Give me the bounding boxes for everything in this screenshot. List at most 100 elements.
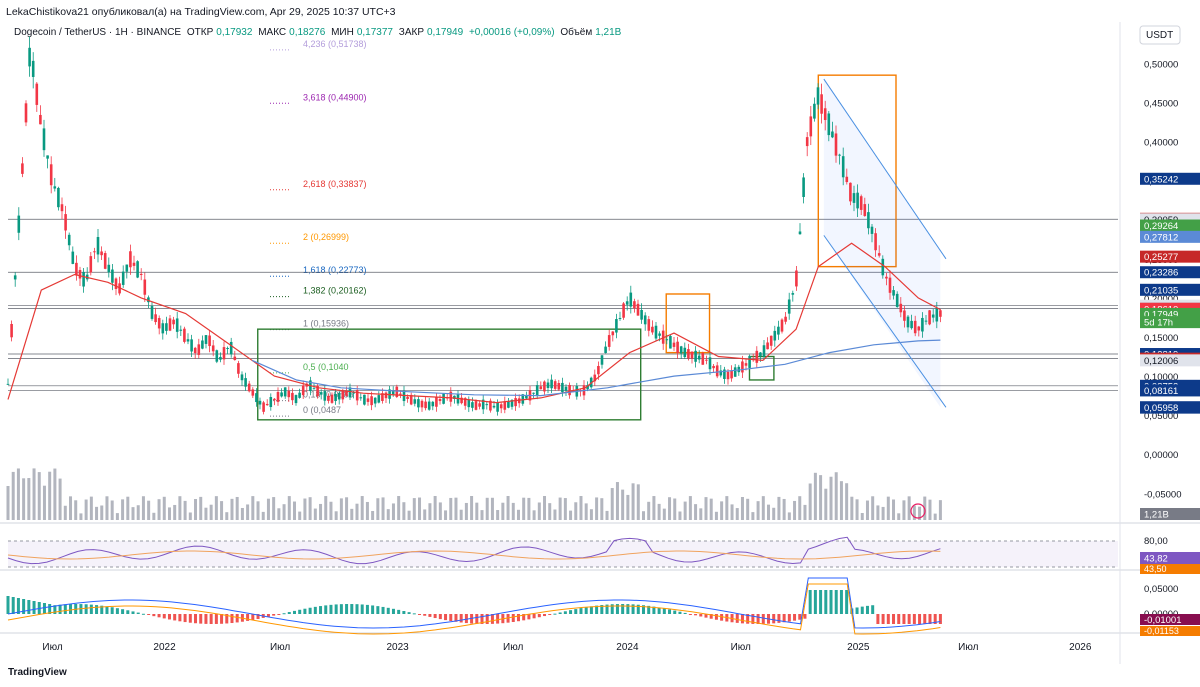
volume-bar xyxy=(668,497,672,520)
volume-bar xyxy=(365,501,369,520)
moving-averages xyxy=(7,242,941,404)
candle-body xyxy=(877,253,881,256)
macd-histogram-bar xyxy=(641,605,645,614)
candle-body xyxy=(622,303,625,318)
candle-body xyxy=(651,326,654,333)
volume-bar xyxy=(391,503,395,520)
volume-bar xyxy=(214,496,218,520)
candle-body xyxy=(283,387,287,397)
macd-histogram-bar xyxy=(220,614,224,624)
volume-bar xyxy=(600,498,604,520)
candle-body xyxy=(931,314,935,318)
volume-bar xyxy=(89,496,93,520)
price-label-badge xyxy=(1140,219,1200,232)
rsi-band xyxy=(8,541,1118,567)
price-label-text: 0,27812 xyxy=(1144,232,1178,243)
macd-histogram-bar xyxy=(490,614,494,624)
candle-body xyxy=(319,392,323,395)
candle-body xyxy=(615,319,618,333)
volume-bar xyxy=(412,498,416,520)
volume-bar xyxy=(100,505,104,520)
candle-body xyxy=(733,367,737,377)
symbol-legend: Dogecoin / TetherUS · 1H · BINANCE ОТКР 0… xyxy=(14,27,624,38)
price-label-text: 0,05958 xyxy=(1144,403,1178,414)
macd-histogram-bar xyxy=(209,614,213,624)
candle-body xyxy=(53,186,57,189)
candle-body xyxy=(676,341,679,353)
macd-histogram-bar xyxy=(615,604,619,614)
candle-body xyxy=(334,393,337,402)
macd-histogram-bar xyxy=(808,590,812,614)
candle-body xyxy=(669,335,672,349)
candle-body xyxy=(139,273,143,276)
lightning-icon[interactable] xyxy=(910,503,926,519)
change-value: +0,00016 (+0,09%) xyxy=(468,27,555,38)
candle-body xyxy=(906,316,910,328)
fib-level-label: 0 (0,0487 xyxy=(303,405,341,415)
price-label-badge xyxy=(1140,354,1200,367)
macd-histogram-bar xyxy=(647,605,651,614)
candle-body xyxy=(805,137,809,147)
volume-bar xyxy=(553,509,557,520)
candle-body xyxy=(100,251,103,256)
currency-label[interactable]: USDT xyxy=(1146,30,1173,41)
macd-histogram-bar xyxy=(397,609,401,614)
candle-body xyxy=(190,339,193,352)
volume-bar xyxy=(756,501,760,520)
volume-bar xyxy=(282,504,286,520)
macd-histogram-bar xyxy=(22,599,26,614)
time-axis[interactable]: Июл 2022 Июл 2023 Июл 2024 Июл 2025 Июл 2026 xyxy=(42,642,1091,653)
volume-bar xyxy=(735,508,739,520)
candle-body xyxy=(111,269,114,283)
volume-value: 1,21B xyxy=(595,27,622,38)
candle-body xyxy=(114,278,118,290)
macd-histogram-bar xyxy=(350,604,354,614)
price-axis[interactable]: 0,500000,450000,400000,350000,300000,250… xyxy=(910,59,1200,636)
candle-body xyxy=(481,399,485,410)
candle-body xyxy=(741,361,744,373)
macd-histogram-bar xyxy=(933,614,937,624)
candle-body xyxy=(13,275,17,280)
macd-histogram-bar xyxy=(152,614,156,617)
macd-histogram-bar xyxy=(569,610,573,614)
volume-bar xyxy=(631,483,635,520)
volume-bar xyxy=(246,504,250,520)
time-tick-label: 2022 xyxy=(153,642,176,653)
fib-level-label: 3,618 (0,44900) xyxy=(303,92,367,102)
macd-pane xyxy=(6,577,942,635)
macd-histogram-bar xyxy=(11,597,15,614)
volume-bar xyxy=(829,476,833,520)
candle-body xyxy=(28,47,31,67)
volume-bar xyxy=(584,503,588,520)
macd-histogram-bar xyxy=(918,614,922,624)
volume-bar xyxy=(95,506,99,520)
candle-body xyxy=(755,350,759,363)
candle-body xyxy=(265,403,269,406)
volume-bar xyxy=(845,483,849,520)
volume-bar xyxy=(532,510,536,520)
volume-bar xyxy=(574,502,578,520)
price-tick-label: 0,05000 xyxy=(1144,411,1178,422)
currency-button[interactable] xyxy=(1139,25,1181,45)
volume-bar xyxy=(626,494,630,520)
candle-body xyxy=(471,402,474,408)
candle-body xyxy=(179,329,183,331)
volume-bar xyxy=(350,508,354,520)
candle-body xyxy=(913,320,917,334)
candle-body xyxy=(823,108,827,121)
open-label: ОТКР xyxy=(186,27,214,38)
symbol-name[interactable]: Dogecoin / TetherUS · 1H · BINANCE xyxy=(14,27,182,38)
candle-body xyxy=(24,103,28,123)
macd-histogram-bar xyxy=(589,606,593,614)
volume-bar xyxy=(27,478,31,520)
candle-body xyxy=(568,384,571,396)
candle-body xyxy=(870,226,874,234)
price-label-badge xyxy=(1140,172,1200,185)
macd-histogram-bar xyxy=(845,590,849,614)
candle-body xyxy=(251,389,255,396)
candle-body xyxy=(427,401,431,410)
macd-histogram-bar xyxy=(105,606,109,614)
candle-body xyxy=(395,386,399,398)
macd-value-badge xyxy=(1140,614,1200,625)
